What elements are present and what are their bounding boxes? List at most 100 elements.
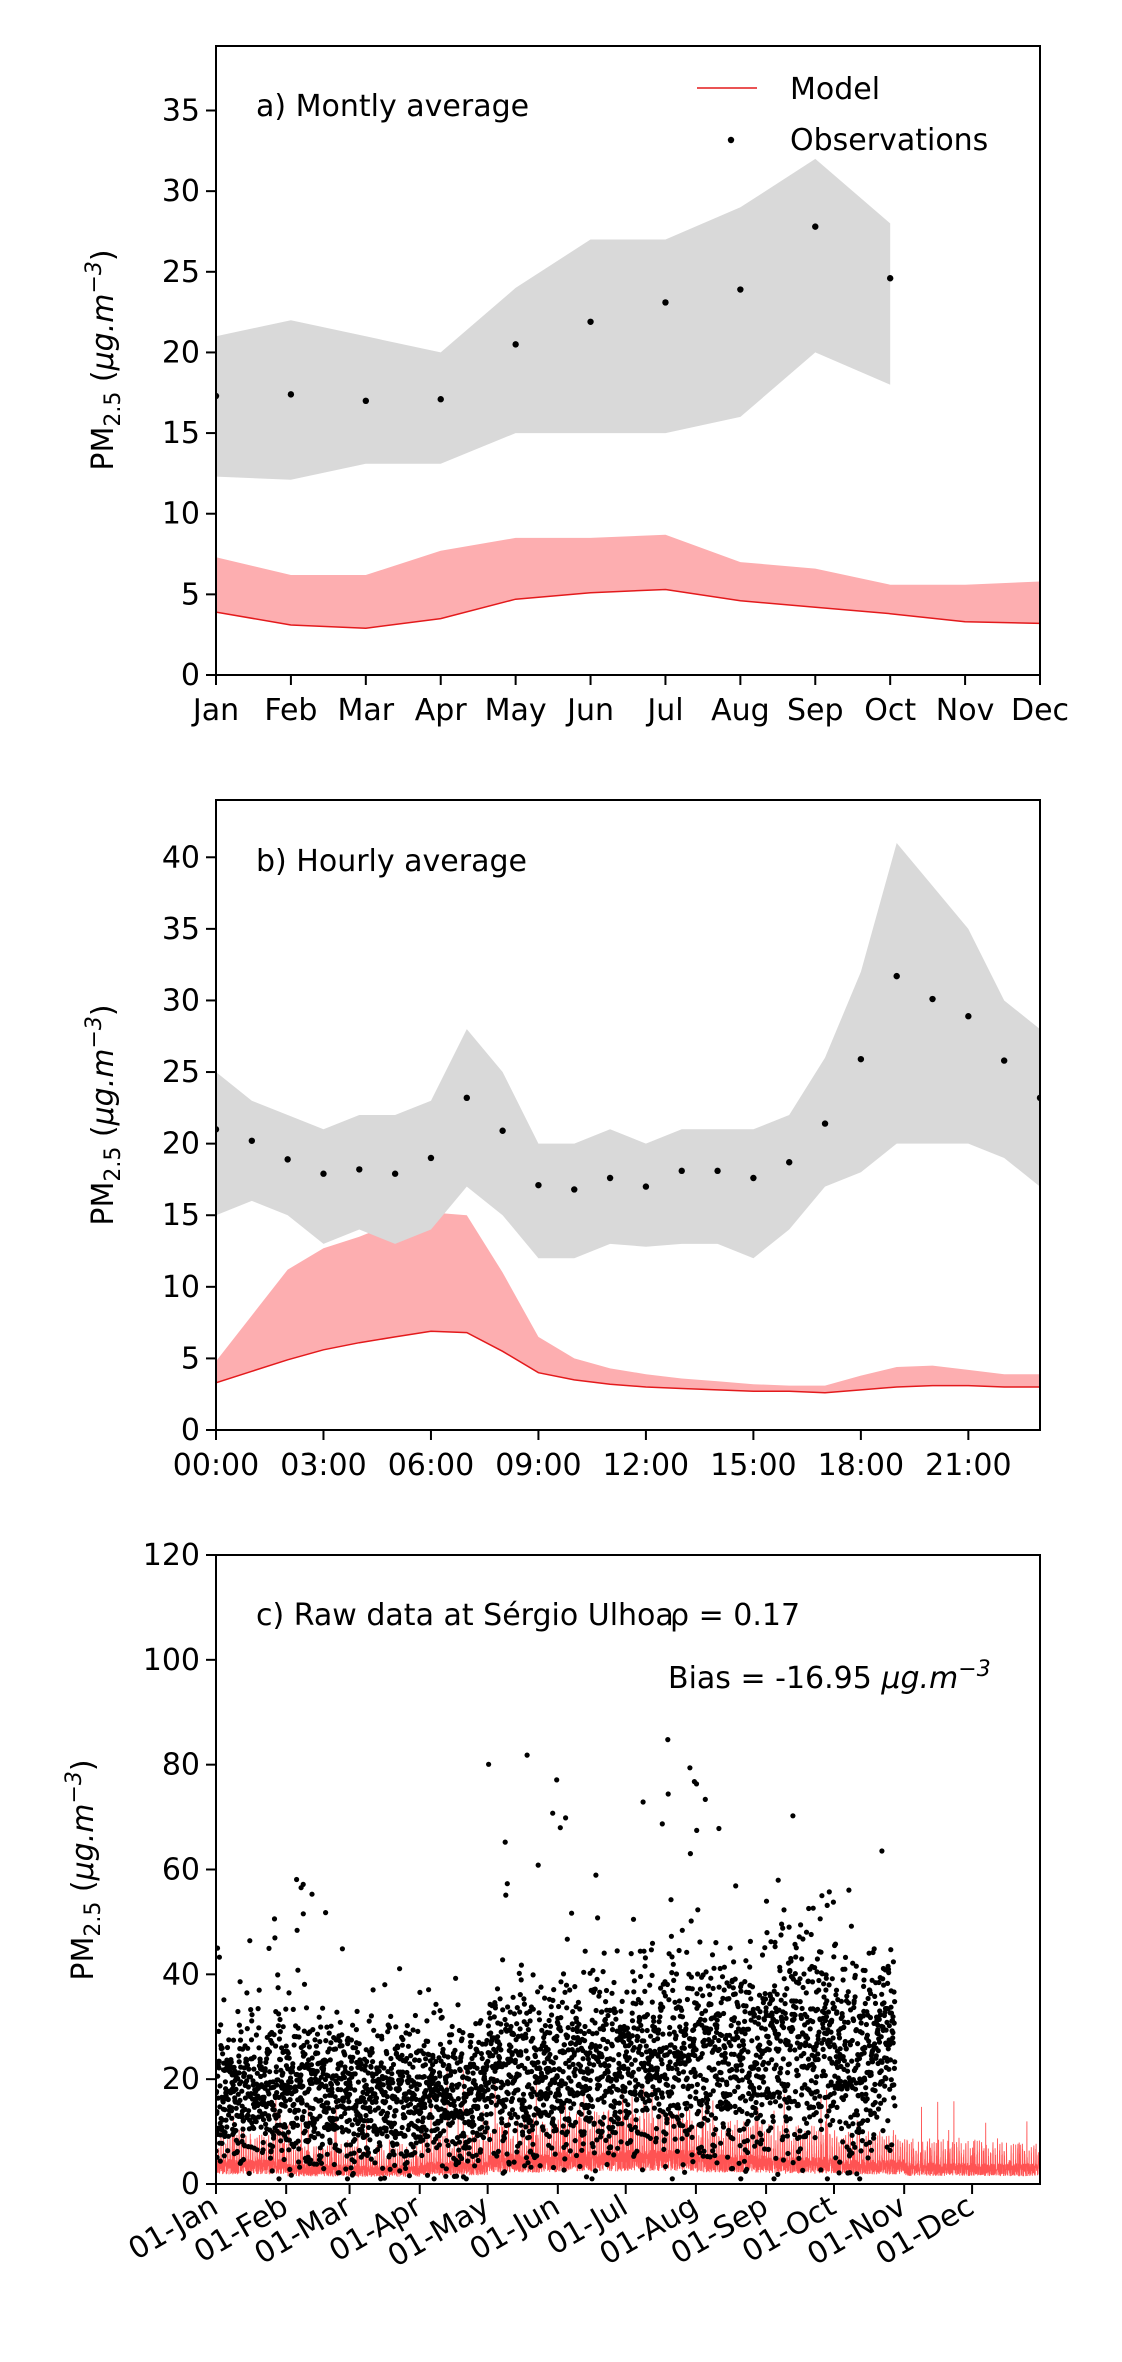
data-point-observations [589, 2068, 595, 2074]
data-point-observations [795, 2102, 801, 2109]
data-point-observations [782, 2087, 788, 2094]
data-point-observations [717, 1965, 723, 1972]
data-point-observations [224, 2124, 230, 2130]
data-point-observations [398, 2099, 404, 2105]
y-tick-label: 0 [181, 658, 200, 693]
data-point-observations [801, 2116, 808, 2122]
data-point-observations [819, 1893, 825, 1899]
data-point-observations [623, 2049, 630, 2055]
y-tick-label: 35 [162, 94, 200, 129]
data-point-observations [834, 2104, 840, 2110]
data-point-observations [577, 2006, 583, 2012]
data-point-observations [432, 2075, 438, 2081]
data-point-observations [393, 2108, 399, 2114]
data-point-observations [248, 1137, 256, 1144]
data-point-observations [624, 2025, 631, 2031]
data-point-observations [638, 2022, 644, 2028]
data-point-observations [273, 2043, 279, 2049]
data-point-observations [611, 1979, 617, 1986]
data-point-observations [782, 2001, 788, 2007]
data-point-observations [563, 1815, 569, 1821]
data-point-observations [750, 2006, 756, 2012]
data-point-observations [629, 2010, 635, 2016]
data-point-observations [601, 1950, 607, 1956]
data-point-observations [668, 1933, 675, 1939]
data-point-observations [845, 1989, 851, 1995]
data-point-observations [556, 2003, 562, 2010]
data-point-observations [443, 2166, 449, 2172]
data-point-observations [459, 2115, 465, 2121]
x-tick-label: Jul [645, 693, 683, 728]
data-point-observations [843, 2046, 849, 2052]
data-point-observations [770, 2118, 776, 2124]
data-point-observations [659, 2090, 665, 2096]
data-point-observations [806, 1905, 812, 1912]
data-point-observations [509, 2095, 515, 2102]
data-point-observations [875, 2048, 881, 2054]
data-point-observations [866, 2043, 872, 2049]
data-point-observations [733, 2109, 739, 2115]
data-point-observations [347, 2091, 353, 2097]
data-point-observations [772, 1939, 778, 1945]
data-point-observations [230, 2037, 237, 2043]
data-point-observations [615, 2145, 621, 2151]
data-point-observations [580, 2141, 586, 2147]
data-point-observations [644, 2107, 650, 2113]
data-point-observations [275, 1972, 281, 1978]
data-point-observations [754, 2035, 761, 2041]
data-point-observations [262, 2066, 268, 2072]
data-point-observations [288, 2079, 294, 2085]
data-point-observations [326, 2030, 332, 2036]
data-point-observations [860, 2118, 866, 2124]
data-point-observations [929, 995, 936, 1003]
data-point-observations [245, 2045, 251, 2051]
data-point-observations [380, 2165, 386, 2171]
x-tick-label: 15:00 [710, 1448, 796, 1483]
data-point-observations [656, 2027, 662, 2033]
data-point-observations [391, 1170, 399, 1177]
data-point-observations [669, 2090, 675, 2096]
data-point-observations [528, 2164, 534, 2170]
data-point-observations [424, 2018, 430, 2024]
data-point-observations [687, 1765, 693, 1771]
data-point-observations [679, 2112, 685, 2118]
data-point-observations [747, 1938, 754, 1944]
data-point-observations [522, 2105, 529, 2111]
data-point-observations [540, 2102, 547, 2108]
data-point-observations [697, 1939, 703, 1945]
data-point-observations [786, 1159, 793, 1166]
data-point-observations [797, 1976, 803, 1982]
data-point-observations [545, 2046, 551, 2053]
data-point-observations [425, 2147, 431, 2153]
data-point-observations [415, 2028, 421, 2034]
data-point-observations [466, 2151, 472, 2157]
data-point-observations [424, 2142, 430, 2148]
data-point-observations [271, 1916, 278, 1922]
data-point-observations [611, 2119, 617, 2125]
data-point-observations [798, 2042, 804, 2048]
data-point-observations [862, 2045, 868, 2051]
data-point-observations [777, 2103, 784, 2109]
data-point-observations [268, 2148, 274, 2154]
data-point-observations [406, 2031, 413, 2037]
data-point-observations [304, 2061, 310, 2067]
data-point-observations [238, 2079, 244, 2085]
data-point-observations [707, 1992, 713, 1998]
data-point-observations [289, 2068, 295, 2075]
data-point-observations [641, 1948, 647, 1954]
data-point-observations [773, 2062, 779, 2068]
data-point-observations [863, 2091, 869, 2097]
y-tick-label: 0 [181, 1413, 200, 1448]
data-point-observations [716, 2046, 722, 2052]
data-point-observations [666, 2031, 673, 2037]
data-point-observations [659, 1821, 665, 1827]
data-point-observations [266, 1945, 272, 1951]
data-point-observations [757, 2009, 763, 2015]
data-point-observations [261, 2094, 267, 2100]
data-point-observations [370, 2059, 376, 2065]
data-point-observations [807, 2114, 813, 2120]
data-point-observations [339, 2032, 345, 2038]
data-point-observations [805, 2130, 811, 2136]
data-point-observations [327, 2139, 333, 2146]
data-point-observations [778, 2065, 784, 2071]
